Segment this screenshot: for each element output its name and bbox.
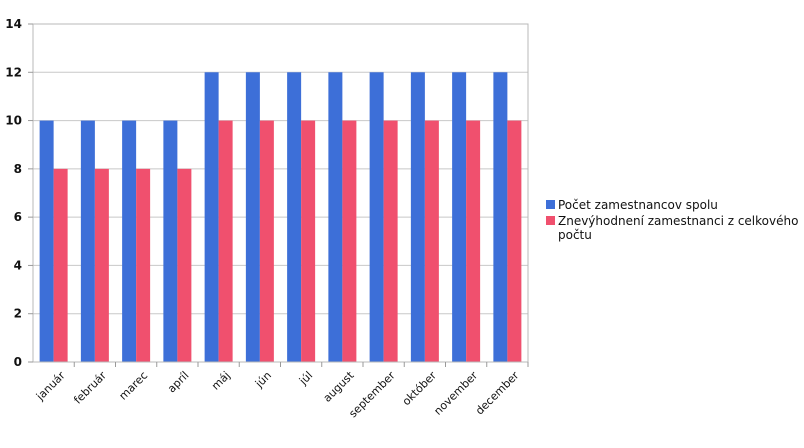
x-tick-label: apríl bbox=[165, 369, 191, 395]
x-tick-label: marec bbox=[117, 369, 151, 403]
bar-series-1-8 bbox=[328, 72, 343, 363]
bar-series-2-8 bbox=[342, 120, 357, 362]
legend-swatch-series-1 bbox=[546, 200, 555, 209]
axes bbox=[28, 23, 529, 367]
y-tick-label: 12 bbox=[5, 65, 22, 79]
bar-series-2-11 bbox=[466, 120, 481, 362]
legend-item-series-2: Znevýhodnení zamestnanci z celkového poč… bbox=[546, 214, 804, 242]
legend-label-series-1: Počet zamestnancov spolu bbox=[558, 198, 718, 212]
bar-series-2-10 bbox=[424, 120, 439, 362]
x-tick-label: november bbox=[431, 369, 480, 418]
bar-series-1-9 bbox=[369, 72, 384, 363]
x-tick-label: august bbox=[321, 368, 357, 404]
x-tick-label: jún bbox=[252, 369, 274, 391]
bar-series-1-1 bbox=[39, 120, 54, 362]
bar-series-1-10 bbox=[410, 72, 425, 363]
x-axis-tick-labels: január február marec apríl máj jún júl augustse… bbox=[33, 368, 522, 420]
x-tick-label: máj bbox=[209, 369, 233, 393]
bar-series-1-12 bbox=[493, 72, 508, 363]
bar-series-1-6 bbox=[245, 72, 260, 363]
legend: Počet zamestnancov spolu Znevýhodnení za… bbox=[546, 198, 804, 244]
bars bbox=[39, 72, 522, 363]
y-tick-label: 0 bbox=[14, 355, 22, 369]
bar-series-2-9 bbox=[383, 120, 398, 362]
y-axis-tick-labels: 0 2 4 6 8 10 12 14 bbox=[5, 17, 22, 369]
bar-series-2-5 bbox=[218, 120, 233, 362]
bar-series-2-3 bbox=[136, 168, 151, 362]
bar-series-2-4 bbox=[177, 168, 192, 362]
y-tick-label: 10 bbox=[5, 114, 22, 128]
bar-series-1-11 bbox=[452, 72, 467, 363]
bar-series-1-4 bbox=[163, 120, 178, 362]
bar-series-1-3 bbox=[122, 120, 137, 362]
x-tick-label: január bbox=[33, 369, 68, 404]
bar-series-1-2 bbox=[80, 120, 95, 362]
bar-series-2-2 bbox=[94, 168, 109, 362]
x-tick-label: júl bbox=[296, 369, 315, 388]
y-tick-label: 2 bbox=[14, 307, 22, 321]
bar-series-2-7 bbox=[301, 120, 316, 362]
y-tick-label: 8 bbox=[14, 162, 22, 176]
x-tick-label: február bbox=[71, 369, 109, 407]
x-tick-label: október bbox=[400, 369, 440, 409]
bar-series-1-5 bbox=[204, 72, 219, 363]
x-tick-label: december bbox=[473, 369, 522, 418]
bar-series-2-6 bbox=[259, 120, 274, 362]
bar-series-2-1 bbox=[53, 168, 68, 362]
y-tick-label: 14 bbox=[5, 17, 22, 31]
y-tick-label: 4 bbox=[14, 258, 22, 272]
y-tick-label: 6 bbox=[14, 210, 22, 224]
grid-lines bbox=[33, 23, 528, 363]
legend-swatch-series-2 bbox=[546, 216, 555, 225]
legend-label-series-2: Znevýhodnení zamestnanci z celkového poč… bbox=[558, 214, 799, 242]
legend-item-series-1: Počet zamestnancov spolu bbox=[546, 198, 804, 212]
bar-series-1-7 bbox=[287, 72, 302, 363]
bar-series-2-12 bbox=[507, 120, 522, 362]
